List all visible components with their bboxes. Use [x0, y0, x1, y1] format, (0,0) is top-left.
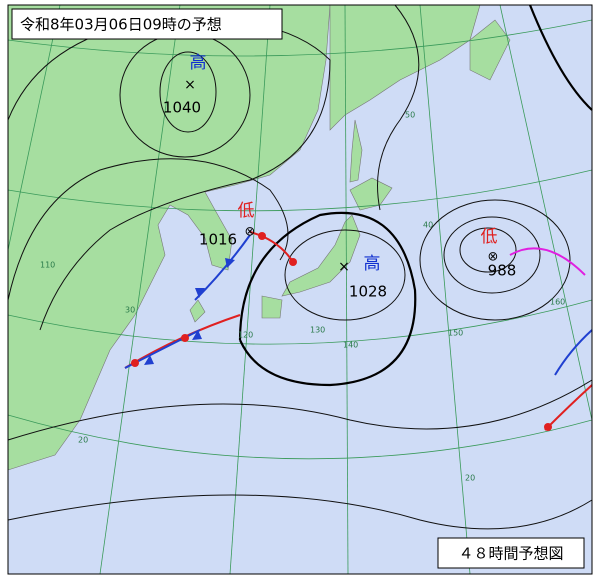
high-center: ×	[184, 77, 196, 93]
title-box	[11, 8, 283, 40]
isobar	[419, 199, 571, 321]
isobar	[443, 216, 541, 294]
grid-line	[7, 414, 593, 460]
grid-line	[7, 4, 61, 251]
isobar	[528, 4, 593, 111]
forecast-label: ４８時間予想図	[458, 545, 563, 563]
honshu	[281, 214, 361, 297]
latitude-label: 50	[405, 111, 415, 120]
occluded-front	[509, 247, 586, 276]
isobar	[459, 227, 517, 273]
longitude-label: 120	[238, 331, 253, 340]
title: 令和8年03月06日09時の予想	[20, 16, 222, 34]
grid-line	[229, 4, 271, 575]
front-symbol	[195, 258, 235, 298]
latitude-label: 30	[125, 306, 135, 315]
grid-line	[7, 299, 593, 345]
system-kind: 低	[481, 227, 498, 247]
latitude-label: 20	[465, 474, 475, 483]
latitude-label: 20	[78, 436, 88, 445]
sakhalin	[349, 119, 363, 183]
kamchatka	[469, 19, 511, 81]
isobar	[7, 379, 593, 441]
isobar	[7, 494, 593, 530]
high-center: ×	[338, 259, 350, 275]
front-symbol	[131, 359, 139, 367]
low-center: ⊗	[245, 225, 256, 240]
taiwan	[189, 299, 206, 323]
cold-front	[554, 329, 593, 376]
russia-coast	[329, 4, 481, 131]
longitude-label: 110	[40, 261, 55, 270]
grid-line	[7, 19, 593, 57]
footer-box	[437, 537, 585, 569]
front-symbol	[144, 330, 202, 365]
system-kind: 高	[190, 53, 207, 73]
front-symbol	[181, 334, 189, 342]
longitude-label: 150	[448, 329, 463, 338]
longitude-label: 130	[310, 326, 325, 335]
grid-line	[419, 4, 471, 575]
pressure: 1028	[349, 283, 387, 301]
longitude-label: 140	[343, 341, 358, 350]
system-kind: 低	[238, 201, 255, 221]
pressure: 1016	[199, 231, 237, 249]
low-center: ⊗	[488, 250, 499, 265]
system-kind: 高	[364, 254, 381, 274]
isobar	[377, 4, 420, 211]
pressure: 988	[488, 262, 517, 280]
front-symbol	[544, 423, 552, 431]
grid-line	[344, 4, 349, 575]
kyushu	[261, 295, 283, 319]
longitude-label: 160	[550, 298, 565, 307]
map-frame	[7, 4, 593, 575]
front-symbol	[289, 258, 297, 266]
grid-line	[99, 4, 181, 575]
grid-line	[7, 169, 593, 212]
latitude-label: 40	[423, 221, 433, 230]
front-symbol	[258, 232, 266, 240]
grid-line	[499, 4, 593, 421]
isobar	[284, 229, 406, 321]
isobar	[7, 158, 289, 301]
isobar	[159, 51, 217, 133]
pressure: 1040	[163, 99, 201, 117]
continent	[7, 4, 331, 471]
